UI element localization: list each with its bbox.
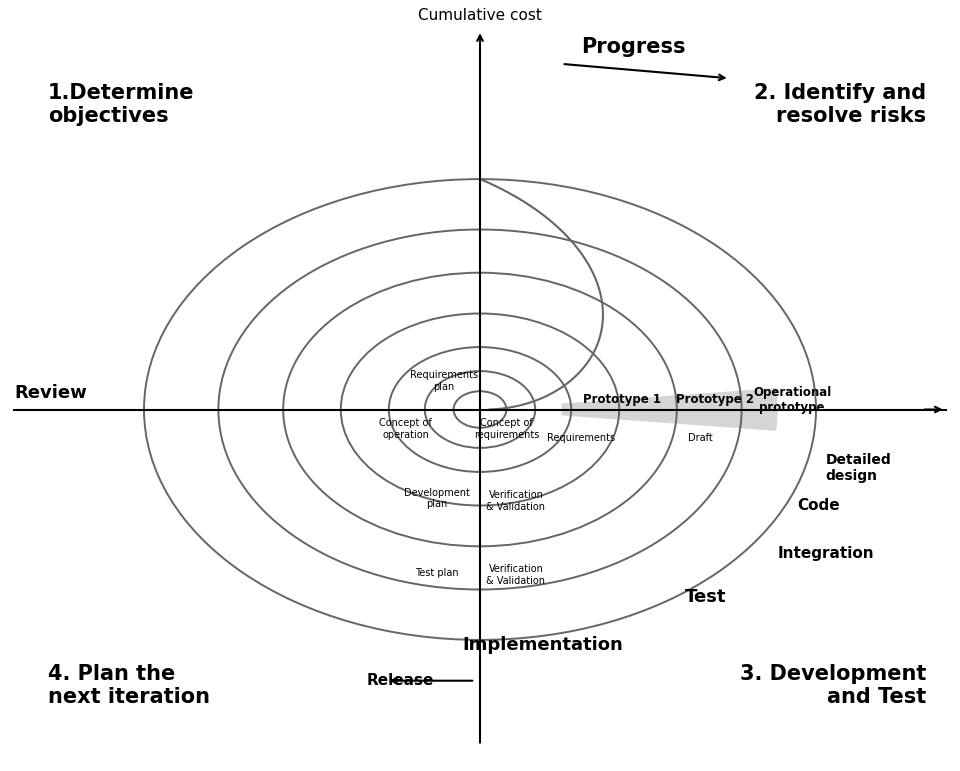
Text: 3. Development
and Test: 3. Development and Test xyxy=(740,664,926,707)
Text: Release: Release xyxy=(367,673,434,689)
Text: Concept of
requirements: Concept of requirements xyxy=(473,418,540,439)
Text: Concept of
operation: Concept of operation xyxy=(379,418,432,439)
Text: Test plan: Test plan xyxy=(415,567,459,577)
Text: Prototype 1: Prototype 1 xyxy=(583,393,660,406)
Text: Review: Review xyxy=(14,384,87,402)
Text: Code: Code xyxy=(797,498,839,513)
Text: Implementation: Implementation xyxy=(462,636,623,654)
Text: Detailed
design: Detailed design xyxy=(826,453,891,483)
Text: Draft: Draft xyxy=(688,433,713,443)
Text: Progress: Progress xyxy=(582,37,685,57)
Text: Test: Test xyxy=(684,588,727,606)
Text: Development
plan: Development plan xyxy=(404,487,469,509)
Text: Requirements: Requirements xyxy=(547,433,614,443)
Text: Prototype 2: Prototype 2 xyxy=(676,393,755,406)
Text: Cumulative cost: Cumulative cost xyxy=(418,8,542,23)
Text: Integration: Integration xyxy=(778,546,875,561)
Text: Requirements
plan: Requirements plan xyxy=(410,370,478,392)
Text: 2. Identify and
resolve risks: 2. Identify and resolve risks xyxy=(755,83,926,126)
Text: Verification
& Validation: Verification & Validation xyxy=(487,490,545,511)
Text: Verification
& Validation: Verification & Validation xyxy=(487,564,545,586)
Text: Operational
prototype: Operational prototype xyxy=(753,386,831,414)
Text: 1.Determine
objectives: 1.Determine objectives xyxy=(48,83,195,126)
Polygon shape xyxy=(562,388,778,431)
Text: 4. Plan the
next iteration: 4. Plan the next iteration xyxy=(48,664,210,707)
